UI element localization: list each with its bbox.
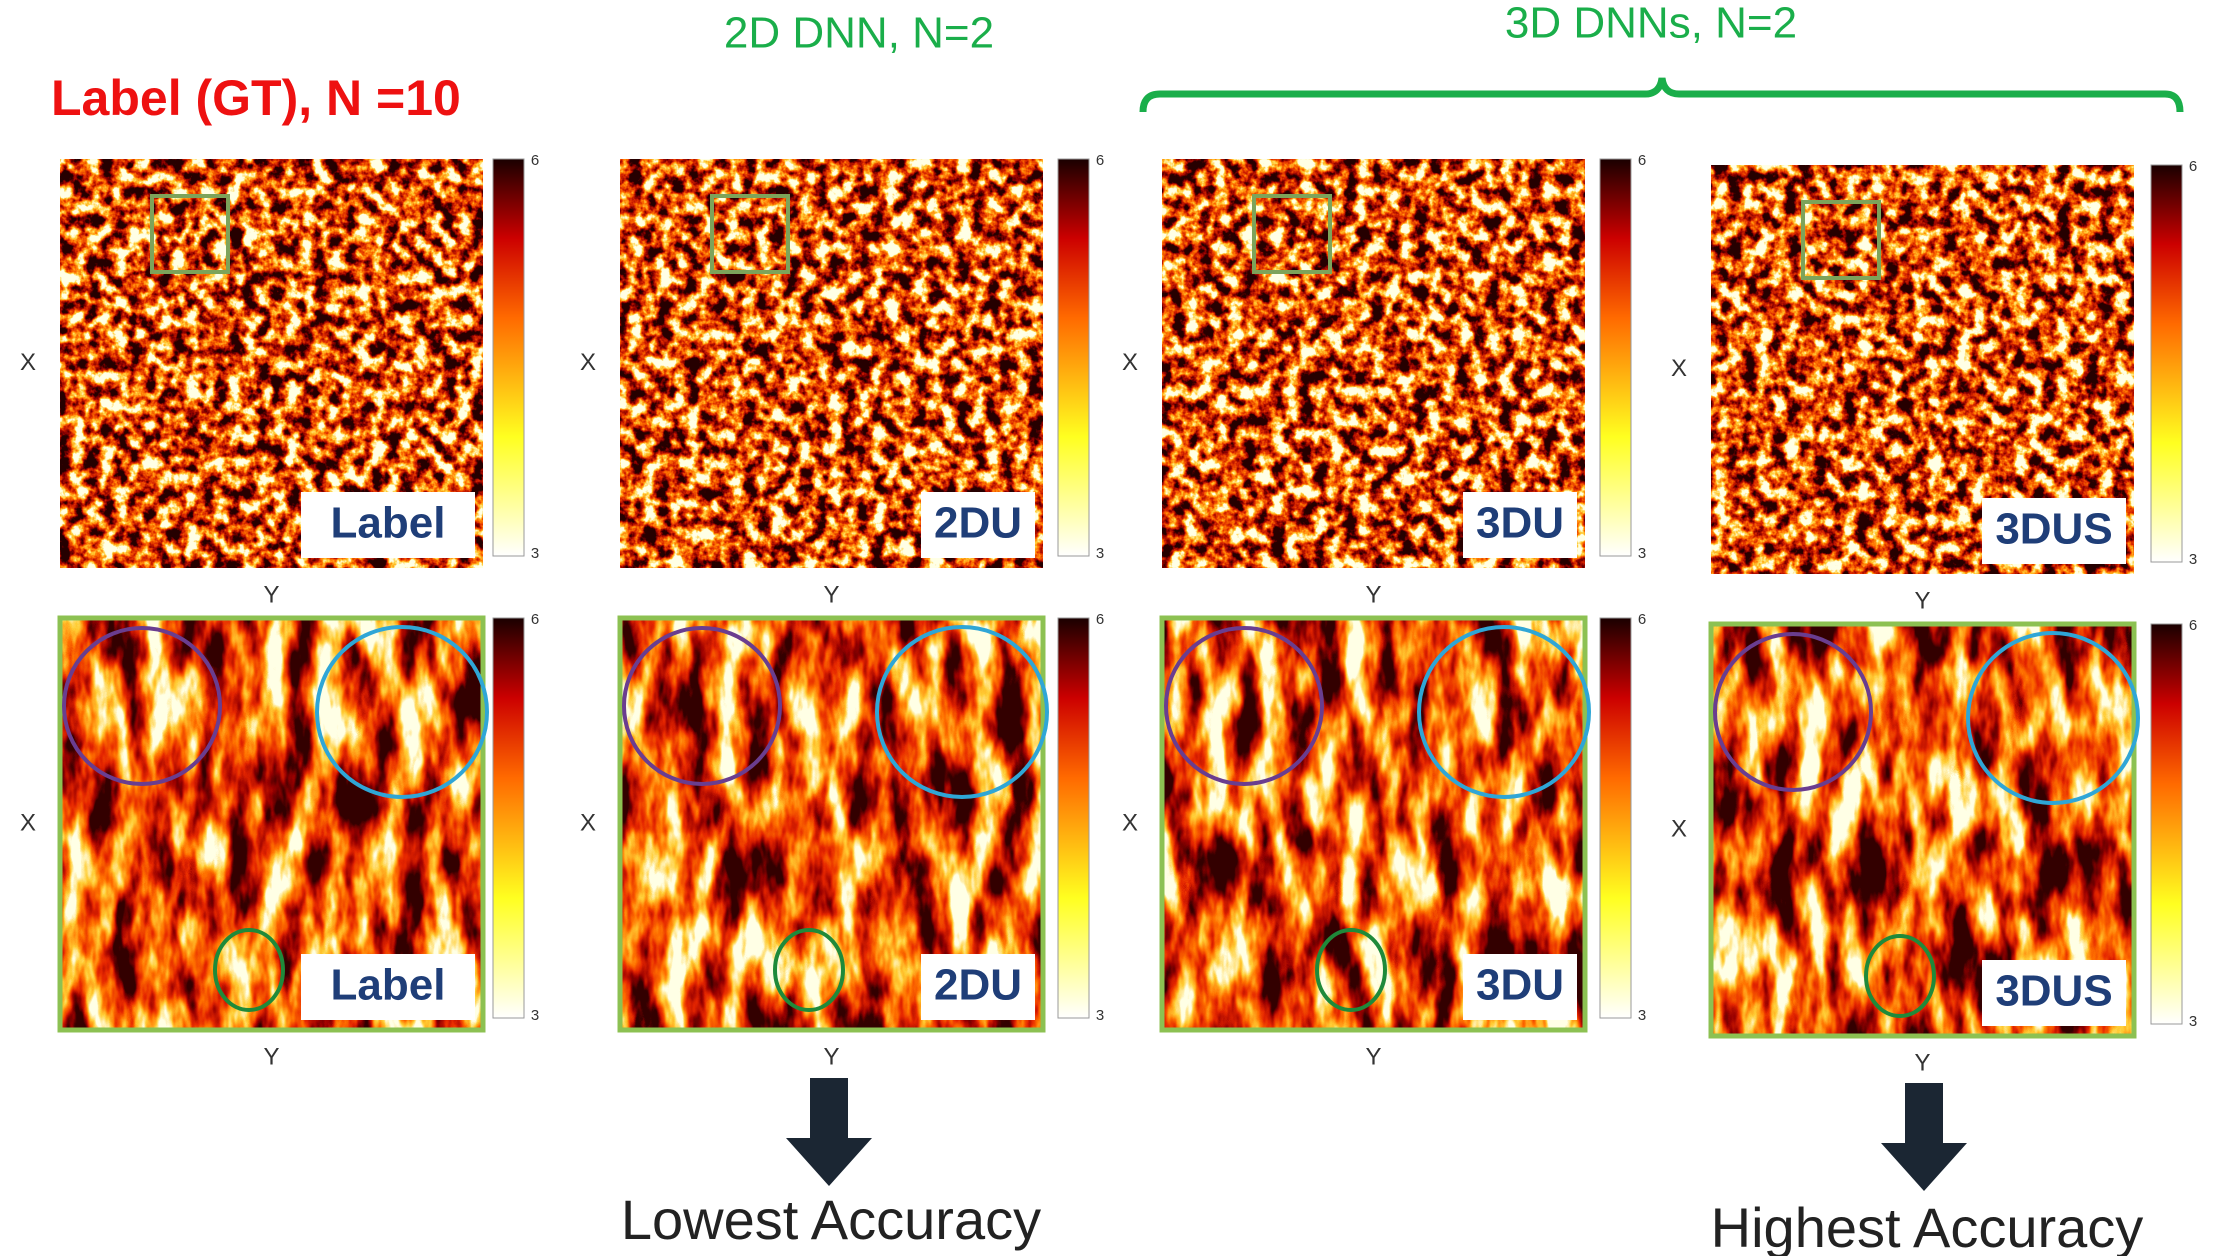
panel-tag: 3DU: [1476, 499, 1564, 548]
colorbar: [2151, 624, 2182, 1024]
panel: Label X Y 6 3: [20, 152, 683, 628]
highest-label: Highest Accuracy: [1711, 1196, 2144, 1256]
colorbar: [493, 159, 524, 556]
colorbar-max: 6: [1096, 152, 1104, 169]
colorbar-max: 6: [531, 152, 539, 169]
x-axis-label: X: [20, 349, 36, 376]
panel-tag: 2DU: [934, 499, 1022, 548]
y-axis-label: Y: [1914, 587, 1930, 614]
panel-tag: 3DUS: [1995, 505, 2112, 554]
gt-title: Label (GT), N =10: [51, 70, 461, 126]
x-axis-label: X: [580, 349, 596, 376]
y-axis-label: Y: [1365, 1043, 1381, 1070]
panel: Label X Y 6 3: [20, 607, 683, 1079]
dnn3d-title: 3D DNNs, N=2: [1505, 0, 1797, 48]
colorbar-max: 6: [1638, 152, 1646, 169]
panel-tag: Label: [331, 961, 446, 1010]
y-axis-label: Y: [823, 1043, 839, 1070]
colorbar-min: 3: [531, 1007, 539, 1024]
panel: 2DU X Y 6 3: [580, 607, 1206, 1079]
colorbar-max: 6: [531, 611, 539, 628]
bracket: [1143, 78, 2180, 112]
colorbar: [1600, 159, 1631, 556]
lowest-label: Lowest Accuracy: [621, 1188, 1041, 1251]
colorbar: [1600, 618, 1631, 1018]
x-axis-label: X: [20, 809, 36, 836]
panel: 3DUS X Y 6 3: [1600, 613, 2215, 1085]
x-axis-label: X: [1671, 815, 1687, 842]
panel: 2DU X Y 6 3: [580, 152, 1206, 628]
x-axis-label: X: [1122, 349, 1138, 376]
colorbar-max: 6: [2189, 158, 2197, 175]
heatmap: [583, 159, 1206, 628]
panel-tag: 3DU: [1476, 961, 1564, 1010]
colorbar: [2151, 165, 2182, 562]
panel: 3DU X Y 6 3: [1088, 607, 1711, 1079]
colorbar-min: 3: [1638, 1007, 1646, 1024]
colorbar: [493, 618, 524, 1018]
panel: 3DUS X Y 6 3: [1600, 158, 2215, 634]
colorbar-min: 3: [531, 545, 539, 562]
dnn2d-title: 2D DNN, N=2: [724, 9, 994, 58]
panel: 3DU X Y 6 3: [1088, 152, 1711, 628]
colorbar-min: 3: [1096, 545, 1104, 562]
colorbar-min: 3: [2189, 1013, 2197, 1030]
panel-tag: Label: [331, 499, 446, 548]
heatmap: [583, 607, 1206, 1079]
colorbar-max: 6: [1096, 611, 1104, 628]
colorbar-min: 3: [1638, 545, 1646, 562]
colorbar-max: 6: [2189, 617, 2197, 634]
colorbar-min: 3: [2189, 551, 2197, 568]
x-axis-label: X: [1122, 809, 1138, 836]
panel-tag: 2DU: [934, 961, 1022, 1010]
colorbar: [1058, 618, 1089, 1018]
colorbar-max: 6: [1638, 611, 1646, 628]
x-axis-label: X: [580, 809, 596, 836]
y-axis-label: Y: [263, 581, 279, 608]
figure: Label (GT), N =10 2D DNN, N=2 3D DNNs, N…: [0, 0, 2215, 1256]
colorbar: [1058, 159, 1089, 556]
panel-tag: 3DUS: [1995, 967, 2112, 1016]
y-axis-label: Y: [823, 581, 839, 608]
arrow-high: [1881, 1083, 1967, 1191]
y-axis-label: Y: [263, 1043, 279, 1070]
x-axis-label: X: [1671, 355, 1687, 382]
y-axis-label: Y: [1914, 1049, 1930, 1076]
y-axis-label: Y: [1365, 581, 1381, 608]
colorbar-min: 3: [1096, 1007, 1104, 1024]
arrow-low: [786, 1078, 872, 1186]
